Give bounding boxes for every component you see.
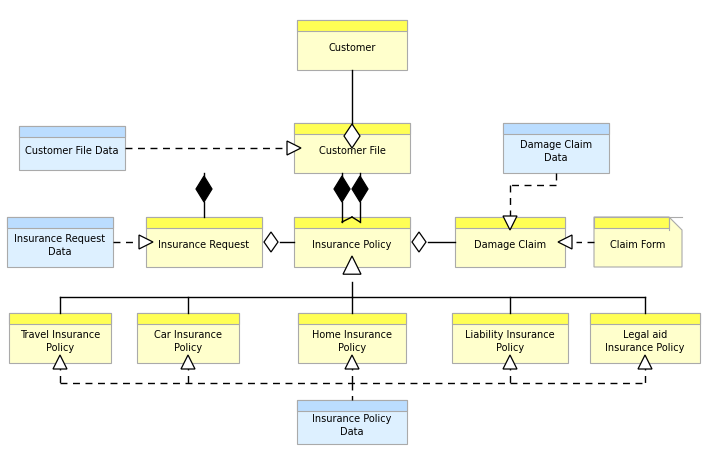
Bar	[294, 123, 410, 173]
Polygon shape	[139, 235, 153, 249]
Text: Claim Form: Claim Form	[610, 240, 666, 250]
Polygon shape	[196, 176, 212, 202]
Bar	[19, 126, 125, 170]
Polygon shape	[352, 176, 368, 202]
Text: Home Insurance
Policy: Home Insurance Policy	[312, 330, 392, 353]
Text: Car Insurance
Policy: Car Insurance Policy	[154, 330, 222, 353]
Polygon shape	[287, 141, 301, 155]
Polygon shape	[558, 235, 572, 249]
Bar	[294, 217, 410, 228]
Polygon shape	[345, 355, 359, 369]
Bar	[146, 217, 262, 228]
Bar	[503, 123, 609, 134]
Polygon shape	[264, 232, 278, 252]
Text: Customer: Customer	[328, 43, 376, 53]
Text: Insurance Request: Insurance Request	[158, 240, 249, 250]
Bar	[297, 400, 407, 444]
Polygon shape	[638, 355, 652, 369]
Bar	[452, 313, 568, 363]
Bar	[297, 20, 407, 70]
Text: Travel Insurance
Policy: Travel Insurance Policy	[20, 330, 100, 353]
Bar	[297, 20, 407, 31]
Bar	[452, 313, 568, 324]
Bar	[297, 400, 407, 411]
Polygon shape	[594, 217, 682, 267]
Text: Customer File: Customer File	[319, 146, 385, 156]
Text: Customer File Data: Customer File Data	[25, 146, 119, 156]
Polygon shape	[334, 176, 350, 202]
Polygon shape	[53, 355, 67, 369]
Polygon shape	[594, 217, 669, 228]
Bar	[9, 313, 111, 324]
Text: Insurance Policy
Data: Insurance Policy Data	[313, 414, 391, 437]
Polygon shape	[503, 216, 517, 230]
Text: Damage Claim: Damage Claim	[474, 240, 546, 250]
Bar	[7, 217, 113, 267]
Text: Legal aid
Insurance Policy: Legal aid Insurance Policy	[605, 330, 685, 353]
Bar	[137, 313, 239, 324]
Polygon shape	[181, 355, 195, 369]
Bar	[455, 217, 565, 267]
Bar	[19, 126, 125, 137]
Bar	[590, 313, 700, 324]
Polygon shape	[503, 355, 517, 369]
Bar	[298, 313, 406, 324]
Text: Liability Insurance
Policy: Liability Insurance Policy	[465, 330, 555, 353]
Polygon shape	[412, 232, 426, 252]
Bar	[455, 217, 565, 228]
Bar	[298, 313, 406, 363]
Text: Insurance Policy: Insurance Policy	[313, 240, 391, 250]
Bar	[9, 313, 111, 363]
Bar	[294, 123, 410, 134]
Text: Insurance Request
Data: Insurance Request Data	[15, 234, 106, 257]
Polygon shape	[343, 256, 361, 274]
Text: Damage Claim
Data: Damage Claim Data	[520, 140, 592, 163]
Bar	[137, 313, 239, 363]
Bar	[7, 217, 113, 228]
Bar	[503, 123, 609, 173]
Polygon shape	[344, 124, 360, 148]
Bar	[590, 313, 700, 363]
Bar	[294, 217, 410, 267]
Bar	[146, 217, 262, 267]
